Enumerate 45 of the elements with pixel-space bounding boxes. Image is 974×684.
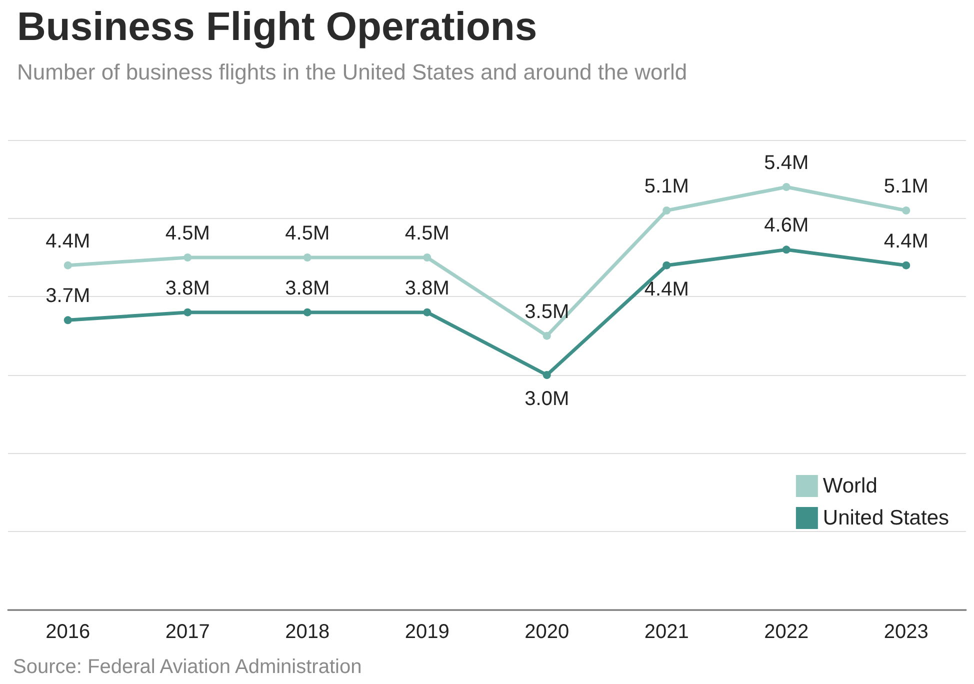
point xyxy=(64,261,72,270)
point xyxy=(303,254,312,262)
data-label: 3.8M xyxy=(285,277,330,300)
data-label: 5.4M xyxy=(764,152,809,174)
point xyxy=(64,316,72,324)
data-label: 3.0M xyxy=(524,388,570,410)
point xyxy=(542,332,551,340)
data-label: 4.5M xyxy=(404,222,450,244)
x-tick-label: 2023 xyxy=(884,621,928,643)
legend-label: World xyxy=(822,474,878,498)
point xyxy=(902,206,910,214)
point xyxy=(782,246,790,254)
point xyxy=(303,308,312,316)
point xyxy=(902,261,910,270)
point xyxy=(782,183,790,191)
data-label: 5.1M xyxy=(644,176,689,198)
data-label: 3.7M xyxy=(46,285,90,308)
data-label: 3.5M xyxy=(524,300,570,323)
data-label: 4.4M xyxy=(46,230,90,252)
x-tick-label: 2017 xyxy=(165,621,210,643)
point xyxy=(662,206,671,214)
x-tick-label: 2016 xyxy=(46,621,90,643)
data-label: 5.1M xyxy=(884,176,928,198)
source-note: Source: Federal Aviation Administration xyxy=(13,656,362,678)
data-label: 4.5M xyxy=(165,222,210,244)
point xyxy=(423,308,432,316)
data-label: 4.6M xyxy=(764,214,809,237)
data-label: 4.4M xyxy=(884,230,928,252)
chart-subtitle: Number of business flights in the United States and around the world xyxy=(17,60,688,84)
data-label: 3.8M xyxy=(404,277,450,300)
point xyxy=(542,371,551,379)
data-label: 4.4M xyxy=(644,278,689,300)
x-tick-label: 2018 xyxy=(285,621,330,643)
x-tick-label: 2021 xyxy=(644,621,689,643)
chart-title: Business Flight Operations xyxy=(17,5,538,49)
legend-label: United States xyxy=(822,506,950,530)
point xyxy=(423,254,432,262)
x-tick-label: 2020 xyxy=(524,621,570,643)
point xyxy=(662,261,671,270)
x-tick-label: 2022 xyxy=(764,621,809,643)
data-label: 3.8M xyxy=(165,277,210,300)
x-tick-label: 2019 xyxy=(404,621,450,643)
data-label: 4.5M xyxy=(285,222,330,244)
point xyxy=(184,254,192,262)
point xyxy=(184,308,192,316)
